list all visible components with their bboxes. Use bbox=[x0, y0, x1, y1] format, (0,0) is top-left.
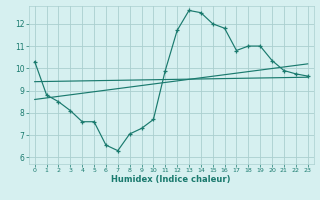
X-axis label: Humidex (Indice chaleur): Humidex (Indice chaleur) bbox=[111, 175, 231, 184]
